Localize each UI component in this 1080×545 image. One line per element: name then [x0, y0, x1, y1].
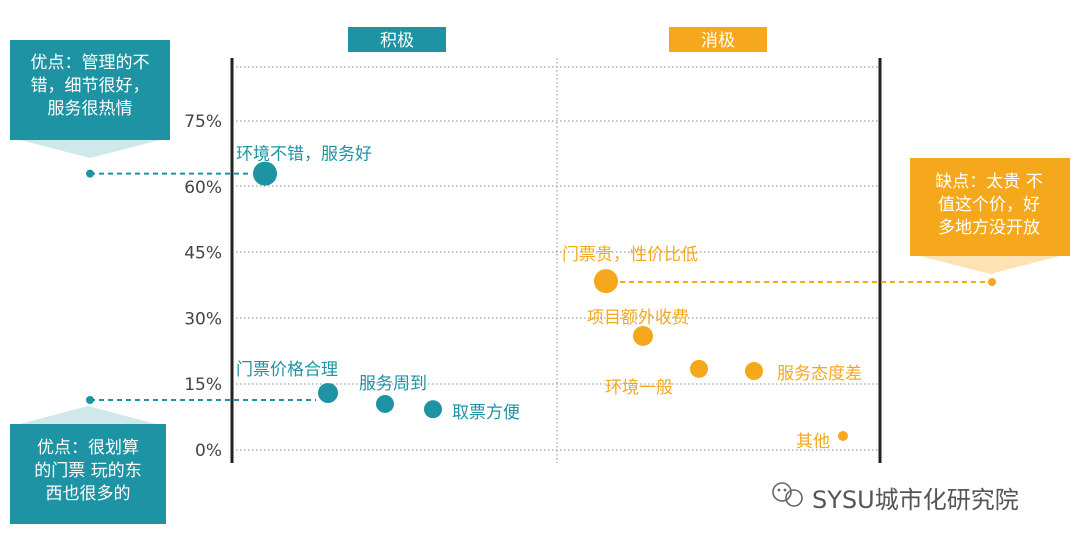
data-point [376, 394, 394, 413]
wechat-icon [772, 482, 803, 507]
callout-pointer [20, 140, 160, 158]
connector-dot [86, 396, 94, 404]
callout-line: 的门票 玩的东 [34, 461, 142, 481]
callout-line: 西也很多的 [45, 484, 131, 504]
column-header-box [348, 27, 446, 52]
callout-pointer [920, 256, 1060, 274]
callout-line: 错，细节很好， [30, 76, 150, 96]
callout-line: 优点：管理的不 [30, 53, 150, 73]
callout-connectors [86, 169, 996, 404]
callout-line: 服务很热情 [47, 99, 133, 119]
callout-pointer [20, 406, 156, 424]
point-label: 环境不错，服务好 [236, 145, 372, 165]
column-header-label: 消极 [701, 31, 735, 51]
callout-box [10, 424, 166, 524]
data-point [594, 269, 618, 294]
data-point [633, 325, 653, 346]
data-point [318, 382, 338, 403]
callout-line: 多地方没开放 [938, 218, 1040, 238]
point-label: 服务周到 [359, 374, 427, 394]
data-point [838, 430, 848, 441]
y-tick-label: 15% [184, 375, 222, 395]
connector-dot [988, 278, 996, 286]
callout-line: 值这个价，好 [938, 195, 1040, 215]
column-headers: 积极 消极 [348, 27, 767, 52]
grid-lines [232, 58, 880, 463]
callout-box [910, 158, 1070, 256]
callout-line: 缺点：太贵 不 [935, 172, 1043, 192]
point-label: 门票价格合理 [236, 360, 338, 380]
column-header-box [669, 27, 767, 52]
y-tick-label: 45% [184, 244, 222, 264]
y-tick-label: 75% [184, 112, 222, 132]
data-point [253, 161, 277, 186]
point-label: 项目额外收费 [587, 308, 689, 328]
point-label: 服务态度差 [777, 364, 862, 384]
callout-bottom-left: 优点：很划算 的门票 玩的东 西也很多的 [16, 437, 160, 506]
connector-dot [86, 169, 94, 178]
data-point [745, 362, 763, 381]
point-label: 取票方便 [452, 403, 520, 423]
callout-boxes [10, 40, 1070, 524]
data-point [690, 359, 708, 378]
y-tick-label: 0% [195, 441, 222, 461]
y-tick-label: 60% [184, 178, 222, 198]
data-points [253, 161, 848, 441]
axes [230, 58, 882, 463]
y-tick-label: 30% [184, 309, 222, 329]
callout-top-left: 优点：管理的不 错，细节很好， 服务很热情 [18, 52, 162, 121]
data-point [424, 400, 442, 419]
y-tick-labels: 0% 15% 30% 45% 60% 75% [184, 112, 222, 461]
callout-box [10, 40, 170, 140]
watermark-text: SYSU城市化研究院 [812, 486, 1019, 514]
callout-line: 优点：很划算 [37, 438, 139, 458]
point-label: 门票贵，性价比低 [562, 245, 698, 265]
point-label: 环境一般 [605, 378, 673, 398]
column-header-label: 积极 [380, 31, 414, 51]
callout-right: 缺点：太贵 不 值这个价，好 多地方没开放 [917, 171, 1061, 240]
point-label: 其他 [796, 432, 830, 452]
